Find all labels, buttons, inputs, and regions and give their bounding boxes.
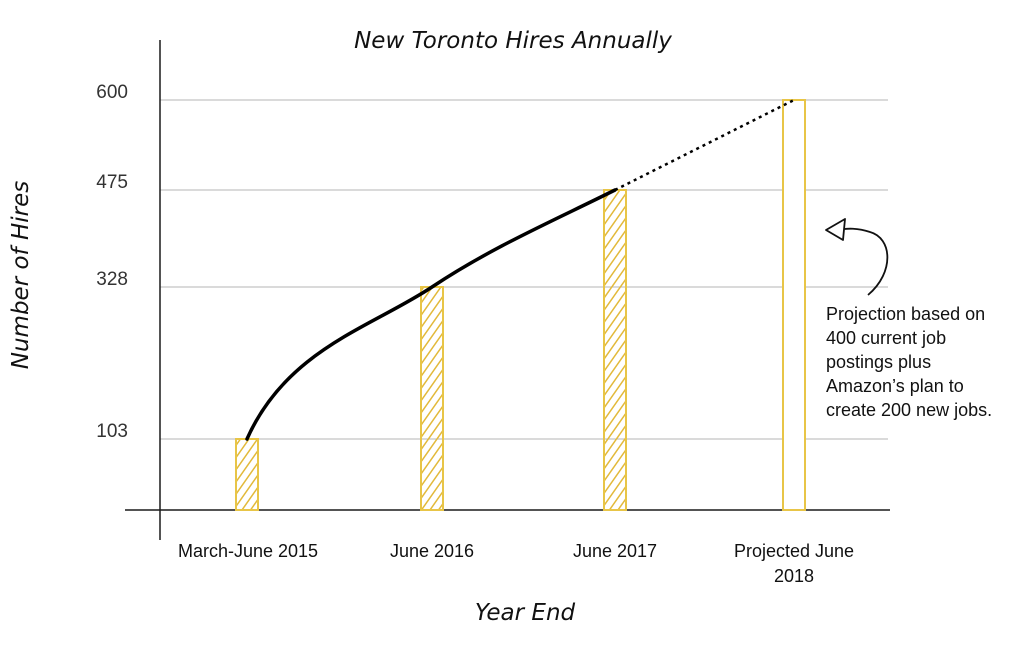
annotation-arrow-curve — [835, 227, 889, 296]
projection-annotation: Projection based on 400 current job postin… — [825, 218, 992, 420]
bar-projected — [782, 99, 806, 511]
x-tick-label: June 2016 — [390, 541, 474, 561]
x-tick-label: 2018 — [774, 566, 814, 586]
annotation-line: postings plus — [826, 352, 931, 372]
y-tick-label: 475 — [96, 172, 128, 193]
annotation-line: Projection based on — [826, 304, 985, 324]
bar — [603, 189, 627, 511]
y-axis-label: Number of Hires — [8, 181, 34, 369]
bar — [420, 286, 444, 511]
chart-title: New Toronto Hires Annually — [354, 28, 672, 54]
x-tick-labels: March-June 2015 June 2016 June 2017 Project… — [178, 541, 854, 586]
y-tick-label: 328 — [96, 269, 128, 290]
trend-projected — [614, 98, 795, 192]
trend-line — [245, 98, 795, 441]
y-tick-labels: 103 328 475 600 — [96, 82, 128, 442]
x-tick-label: June 2017 — [573, 541, 657, 561]
bars — [235, 99, 806, 511]
annotation-line: 400 current job — [826, 328, 946, 348]
annotation-line: create 200 new jobs. — [826, 400, 992, 420]
x-tick-label: Projected June — [734, 541, 854, 561]
gridlines — [160, 99, 888, 440]
y-tick-label: 103 — [96, 421, 128, 442]
bar — [235, 438, 259, 511]
x-axis-label: Year End — [475, 600, 576, 626]
y-tick-label: 600 — [96, 82, 128, 103]
annotation-text: Projection based on 400 current job postin… — [826, 304, 992, 420]
trend-actual — [245, 188, 617, 441]
x-tick-label: March-June 2015 — [178, 541, 318, 561]
annotation-line: Amazon’s plan to — [826, 376, 964, 396]
annotation-arrowhead-icon — [825, 218, 846, 241]
